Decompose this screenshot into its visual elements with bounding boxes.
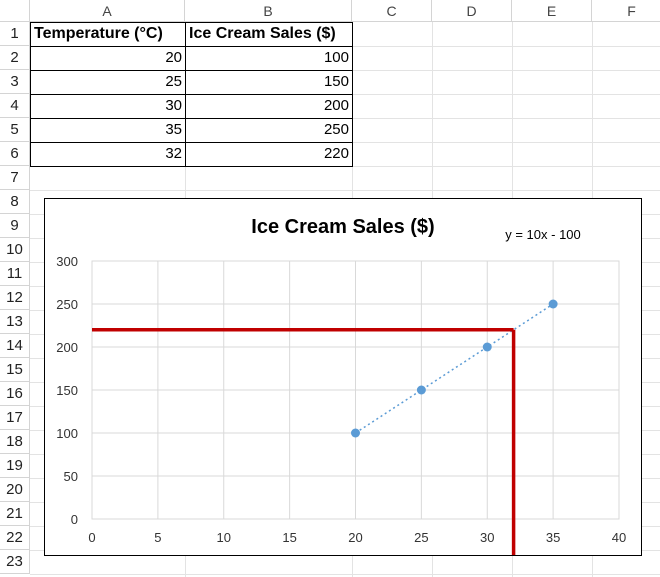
- row-header-14[interactable]: 14: [0, 334, 30, 358]
- x-tick-label: 25: [414, 530, 428, 545]
- gridline: [30, 166, 660, 167]
- row-header-2[interactable]: 2: [0, 46, 30, 70]
- row-header-11[interactable]: 11: [0, 262, 30, 286]
- y-tick-label: 200: [56, 340, 78, 355]
- chart-title: Ice Cream Sales ($): [251, 216, 434, 238]
- row-header-19[interactable]: 19: [0, 454, 30, 478]
- chart-area[interactable]: Ice Cream Sales ($) y = 10x - 100 0 5 10 15 20…: [44, 198, 642, 556]
- y-tick-label: 50: [64, 469, 78, 484]
- row-header-23[interactable]: 23: [0, 550, 30, 574]
- row-header-1[interactable]: 1: [0, 22, 30, 46]
- row-header-16[interactable]: 16: [0, 382, 30, 406]
- row-header-6[interactable]: 6: [0, 142, 30, 166]
- data-cell[interactable]: 150: [323, 73, 349, 90]
- y-tick-label: 100: [56, 426, 78, 441]
- data-cell[interactable]: 20: [165, 49, 182, 66]
- data-point: [416, 385, 426, 395]
- trendline: [355, 303, 554, 434]
- column-header-a[interactable]: A: [30, 0, 185, 22]
- x-tick-label: 40: [612, 530, 626, 545]
- row-header-9[interactable]: 9: [0, 214, 30, 238]
- row-header-18[interactable]: 18: [0, 430, 30, 454]
- row-header-21[interactable]: 21: [0, 502, 30, 526]
- x-tick-label: 15: [282, 530, 296, 545]
- data-cell[interactable]: 100: [323, 49, 349, 66]
- select-all-corner[interactable]: [0, 0, 30, 22]
- column-header-d[interactable]: D: [432, 0, 512, 22]
- data-point: [548, 299, 558, 309]
- column-header-c[interactable]: C: [352, 0, 432, 22]
- data-cell[interactable]: 220: [323, 145, 349, 162]
- x-tick-label: 10: [217, 530, 231, 545]
- trendline-equation-label: y = 10x - 100: [505, 227, 581, 242]
- row-header-13[interactable]: 13: [0, 310, 30, 334]
- scatter-chart: Ice Cream Sales ($) y = 10x - 100 0 5 10 15 20…: [56, 216, 626, 555]
- data-cell[interactable]: 32: [165, 145, 182, 162]
- data-cell[interactable]: 250: [323, 121, 349, 138]
- data-point: [351, 428, 360, 438]
- gridline: [30, 574, 660, 575]
- row-header-10[interactable]: 10: [0, 238, 30, 262]
- column-header-e[interactable]: E: [512, 0, 592, 22]
- row-header-4[interactable]: 4: [0, 94, 30, 118]
- x-tick-label: 20: [348, 530, 362, 545]
- column-header-f[interactable]: F: [592, 0, 660, 22]
- header-cell[interactable]: Ice Cream Sales ($): [189, 25, 336, 42]
- row-header-20[interactable]: 20: [0, 478, 30, 502]
- row-header-12[interactable]: 12: [0, 286, 30, 310]
- row-header-3[interactable]: 3: [0, 70, 30, 94]
- y-tick-label: 300: [56, 254, 78, 269]
- column-header-b[interactable]: B: [185, 0, 352, 22]
- y-tick-label: 150: [56, 383, 78, 398]
- row-header-22[interactable]: 22: [0, 526, 30, 550]
- x-tick-label: 35: [546, 530, 560, 545]
- data-cell[interactable]: 30: [165, 97, 182, 114]
- row-header-17[interactable]: 17: [0, 406, 30, 430]
- y-tick-label: 250: [56, 297, 78, 312]
- header-cell[interactable]: Temperature (°C): [34, 25, 163, 42]
- row-header-8[interactable]: 8: [0, 190, 30, 214]
- row-header-7[interactable]: 7: [0, 166, 30, 190]
- x-tick-label: 30: [480, 530, 494, 545]
- data-cell[interactable]: 35: [165, 121, 182, 138]
- y-tick-label: 0: [71, 512, 78, 527]
- data-cell[interactable]: 25: [165, 73, 182, 90]
- row-header-15[interactable]: 15: [0, 358, 30, 382]
- data-point: [482, 342, 492, 352]
- row-header-5[interactable]: 5: [0, 118, 30, 142]
- x-tick-label: 5: [154, 530, 161, 545]
- gridline: [30, 190, 660, 191]
- data-cell[interactable]: 200: [323, 97, 349, 114]
- x-tick-label: 0: [88, 530, 95, 545]
